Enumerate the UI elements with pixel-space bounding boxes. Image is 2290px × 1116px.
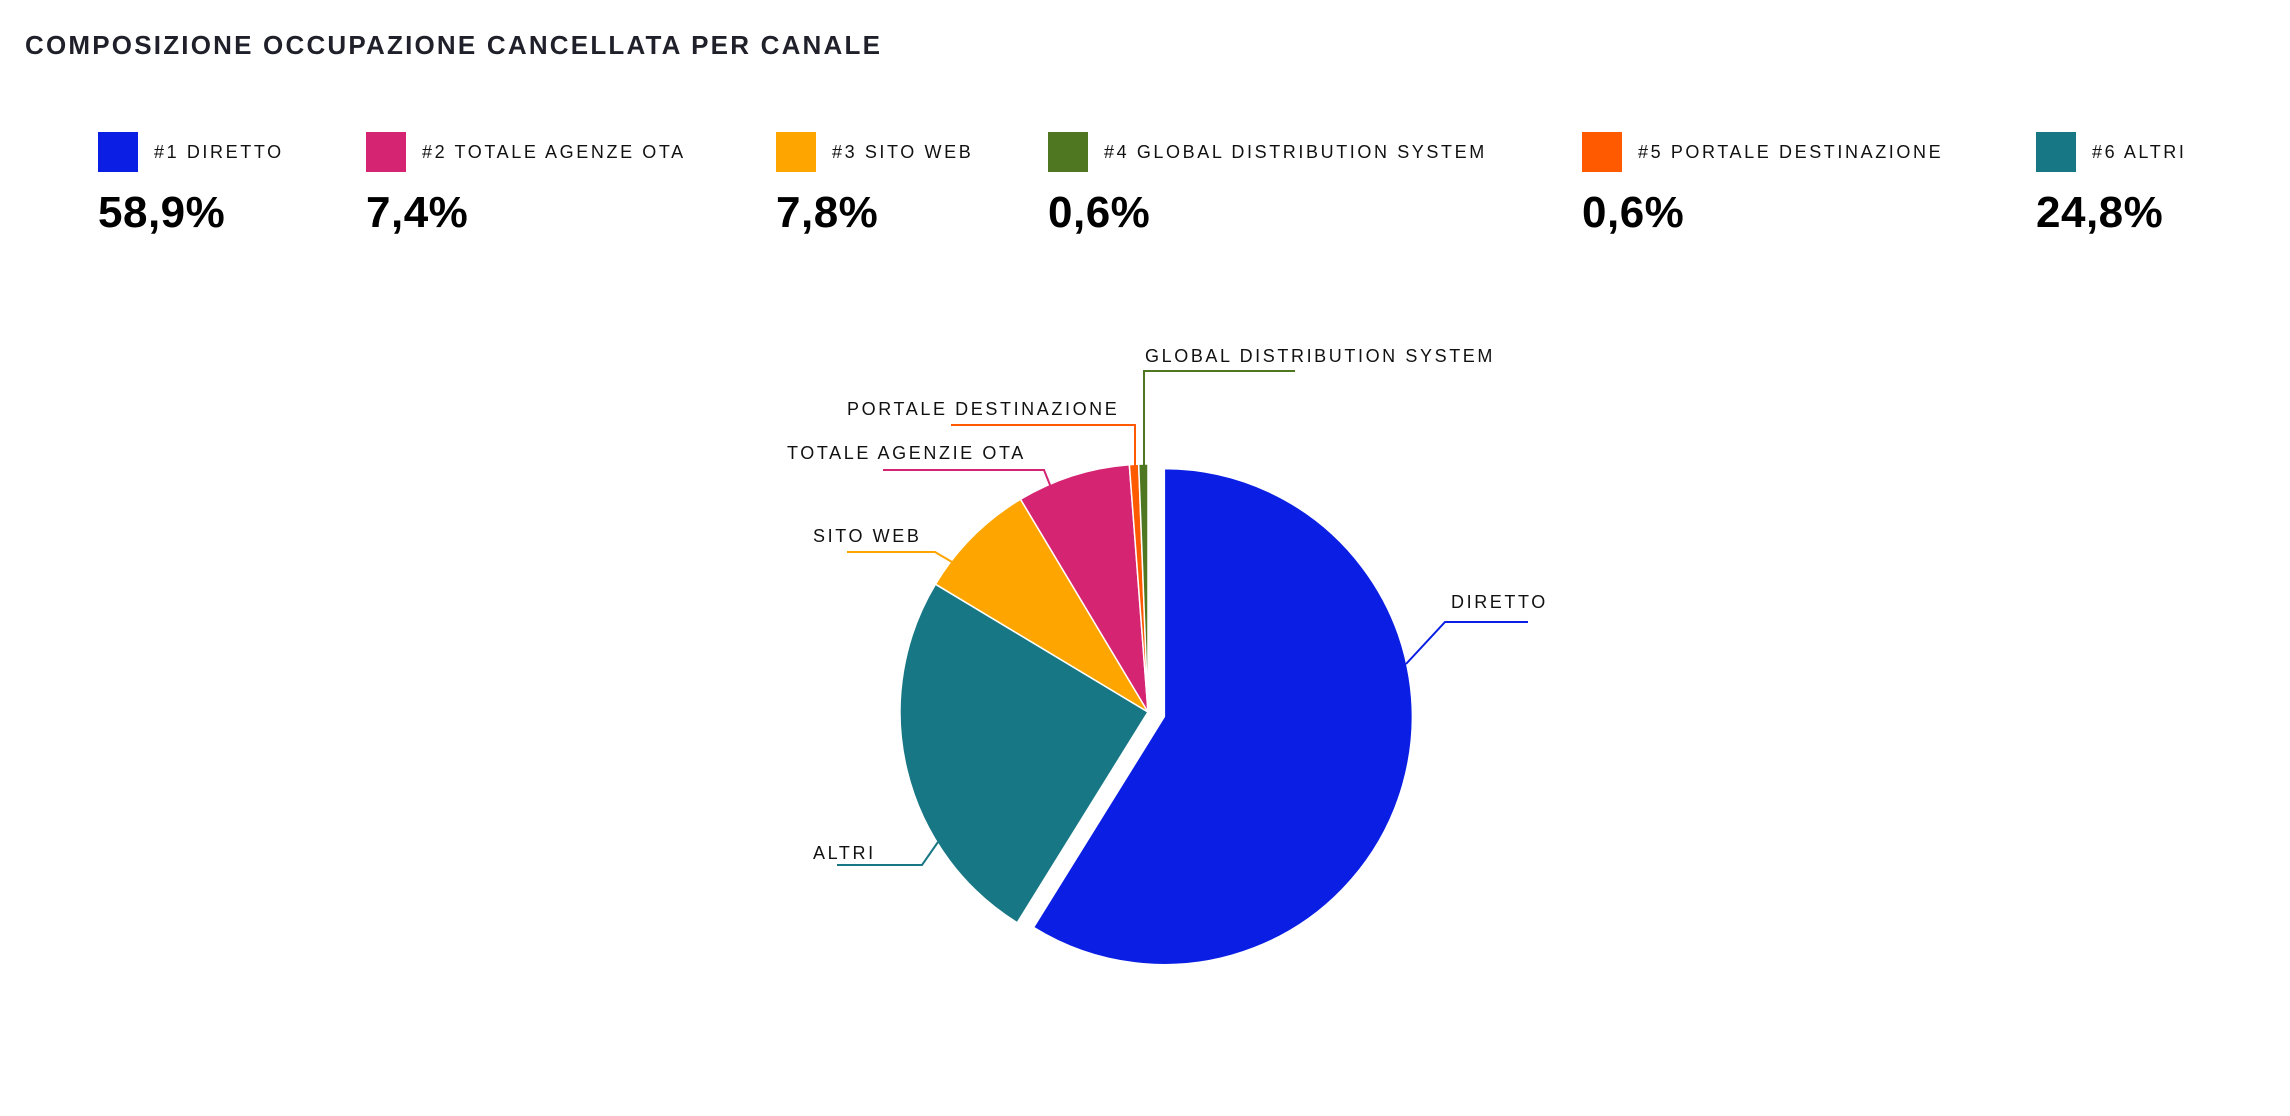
pie-slice-sito-web [934, 498, 1149, 713]
legend-label: #1 DIRETTO [154, 142, 284, 162]
legend-label: #3 SITO WEB [832, 142, 974, 162]
legend-value: 7,4% [366, 188, 469, 237]
pie-leader-lines [837, 370, 1528, 866]
legend-label: #2 TOTALE AGENZE OTA [422, 142, 686, 162]
slice-label-sito-web: SITO WEB [813, 526, 921, 546]
slice-label-diretto: DIRETTO [1451, 592, 1548, 612]
pie-labels: DIRETTO ALTRI SITO WEB TOTALE AGENZIE OT… [787, 346, 1548, 863]
slice-label-totale-agenzie-ota: TOTALE AGENZIE OTA [787, 443, 1026, 463]
legend-value: 58,9% [98, 188, 226, 237]
leader-line-altri [837, 841, 939, 866]
legend-value: 7,8% [776, 188, 879, 237]
legend-swatch [1048, 132, 1088, 172]
legend-value: 0,6% [1582, 188, 1685, 237]
pie-slice-diretto [1032, 467, 1414, 966]
slice-label-portale-destinazione: PORTALE DESTINAZIONE [847, 399, 1119, 419]
legend-label: #6 ALTRI [2092, 142, 2187, 162]
pie-slices [899, 463, 1414, 966]
legend-label: #4 GLOBAL DISTRIBUTION SYSTEM [1104, 142, 1487, 162]
legend-label: #5 PORTALE DESTINAZIONE [1638, 142, 1944, 162]
legend-swatch [366, 132, 406, 172]
leader-line-totale-agenzie-ota [883, 469, 1053, 491]
pie-slice-totale-agenzie-ota [1019, 463, 1149, 713]
chart-title: COMPOSIZIONE OCCUPAZIONE CANCELLATA PER … [25, 30, 883, 60]
leader-line-global-distribution-system [1143, 370, 1295, 470]
leader-line-diretto [1405, 621, 1528, 665]
pie-slice-altri [899, 583, 1149, 924]
slice-label-altri: ALTRI [813, 843, 876, 863]
legend-swatch [98, 132, 138, 172]
legend-value: 24,8% [2036, 188, 2164, 237]
legend-value: 0,6% [1048, 188, 1151, 237]
leader-line-portale-destinazione [951, 424, 1136, 470]
leader-line-sito-web [847, 551, 953, 563]
legend-swatch [1582, 132, 1622, 172]
slice-label-global-distribution-system: GLOBAL DISTRIBUTION SYSTEM [1145, 346, 1495, 366]
legend-swatch [2036, 132, 2076, 172]
legend-swatch [776, 132, 816, 172]
